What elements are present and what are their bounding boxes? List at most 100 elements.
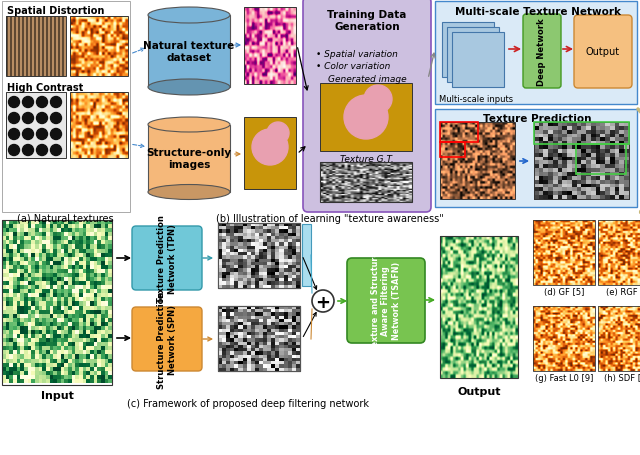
Text: Input: Input bbox=[40, 390, 74, 400]
Bar bbox=[34, 17, 36, 77]
Bar bbox=[56, 17, 58, 77]
Bar bbox=[10, 17, 12, 77]
Bar bbox=[40, 17, 42, 77]
Bar bbox=[70, 17, 128, 77]
Circle shape bbox=[312, 290, 334, 312]
Text: (b) Illustration of learning "texture awareness": (b) Illustration of learning "texture aw… bbox=[216, 213, 444, 223]
Text: (c) Framework of proposed deep filtering network: (c) Framework of proposed deep filtering… bbox=[127, 398, 369, 408]
Circle shape bbox=[36, 113, 47, 124]
Text: Texture Prediction: Texture Prediction bbox=[483, 114, 591, 124]
Text: High Contrast: High Contrast bbox=[7, 83, 83, 93]
Circle shape bbox=[51, 113, 61, 124]
Text: Natural texture
dataset: Natural texture dataset bbox=[143, 41, 235, 63]
Bar bbox=[148, 125, 230, 192]
Circle shape bbox=[22, 97, 33, 108]
Circle shape bbox=[22, 113, 33, 124]
Bar bbox=[46, 17, 48, 77]
FancyArrowPatch shape bbox=[638, 110, 640, 213]
Circle shape bbox=[364, 86, 392, 114]
Bar bbox=[440, 237, 518, 378]
Bar bbox=[218, 306, 300, 371]
Circle shape bbox=[252, 130, 288, 166]
Text: Spatial Distortion: Spatial Distortion bbox=[7, 6, 104, 16]
Ellipse shape bbox=[148, 80, 230, 96]
Text: Output: Output bbox=[457, 386, 500, 396]
FancyBboxPatch shape bbox=[132, 227, 202, 290]
Bar bbox=[534, 123, 629, 200]
Bar bbox=[576, 145, 626, 175]
Text: (e) RGF [6]: (e) RGF [6] bbox=[606, 288, 640, 296]
Bar bbox=[244, 118, 296, 190]
Bar bbox=[22, 17, 24, 77]
Bar bbox=[8, 17, 10, 77]
Bar bbox=[435, 2, 637, 105]
Bar bbox=[598, 221, 640, 285]
Bar bbox=[2, 221, 112, 385]
Bar bbox=[16, 17, 18, 77]
Text: (a) Natural textures: (a) Natural textures bbox=[17, 213, 113, 223]
Bar bbox=[6, 93, 66, 159]
Bar bbox=[20, 17, 22, 77]
Text: Training Data
Generation: Training Data Generation bbox=[327, 10, 406, 31]
Bar bbox=[26, 17, 28, 77]
Bar bbox=[440, 123, 515, 200]
Bar bbox=[320, 84, 412, 152]
Circle shape bbox=[344, 96, 388, 140]
Bar bbox=[534, 123, 629, 200]
Text: • Spatial variation: • Spatial variation bbox=[316, 50, 398, 59]
Bar bbox=[6, 17, 66, 77]
Bar bbox=[533, 306, 595, 371]
Bar bbox=[440, 143, 465, 157]
Bar bbox=[244, 8, 296, 85]
Circle shape bbox=[8, 113, 19, 124]
Bar bbox=[64, 17, 66, 77]
Circle shape bbox=[51, 97, 61, 108]
Bar bbox=[30, 17, 32, 77]
Bar bbox=[60, 17, 62, 77]
Circle shape bbox=[8, 145, 19, 156]
Circle shape bbox=[8, 97, 19, 108]
Circle shape bbox=[36, 129, 47, 140]
Text: Structure-only
images: Structure-only images bbox=[147, 148, 232, 170]
Bar bbox=[28, 17, 30, 77]
Bar bbox=[442, 23, 494, 78]
Circle shape bbox=[51, 129, 61, 140]
Text: +: + bbox=[316, 293, 330, 311]
Bar bbox=[58, 17, 60, 77]
Text: Texture Prediction
Network (TPN): Texture Prediction Network (TPN) bbox=[157, 215, 177, 302]
FancyBboxPatch shape bbox=[574, 16, 632, 89]
Bar bbox=[533, 221, 595, 285]
Text: (g) Fast L0 [9]: (g) Fast L0 [9] bbox=[535, 373, 593, 382]
Bar bbox=[32, 17, 34, 77]
Circle shape bbox=[8, 129, 19, 140]
Bar bbox=[598, 306, 640, 371]
Bar bbox=[38, 17, 40, 77]
Bar bbox=[70, 93, 128, 159]
Bar bbox=[12, 17, 14, 77]
Text: (d) GF [5]: (d) GF [5] bbox=[544, 288, 584, 296]
FancyBboxPatch shape bbox=[303, 0, 431, 212]
Bar bbox=[218, 223, 300, 288]
Text: Texture and Structure
Aware Filtering
Network (TSAFN): Texture and Structure Aware Filtering Ne… bbox=[371, 251, 401, 350]
Bar bbox=[452, 33, 504, 88]
Text: Output: Output bbox=[586, 47, 620, 57]
Ellipse shape bbox=[148, 118, 230, 133]
Text: Generated image: Generated image bbox=[328, 75, 406, 84]
Bar bbox=[2, 2, 130, 212]
FancyBboxPatch shape bbox=[347, 258, 425, 343]
Bar bbox=[14, 17, 16, 77]
Bar bbox=[320, 162, 412, 202]
Bar bbox=[62, 17, 64, 77]
Bar bbox=[18, 17, 20, 77]
Circle shape bbox=[36, 145, 47, 156]
Bar bbox=[48, 17, 50, 77]
Circle shape bbox=[36, 97, 47, 108]
Bar bbox=[218, 306, 300, 371]
Bar bbox=[52, 17, 54, 77]
FancyBboxPatch shape bbox=[523, 15, 561, 89]
Bar bbox=[435, 110, 637, 207]
Bar bbox=[302, 224, 311, 286]
Circle shape bbox=[22, 145, 33, 156]
Bar bbox=[218, 223, 300, 288]
Bar bbox=[24, 17, 26, 77]
